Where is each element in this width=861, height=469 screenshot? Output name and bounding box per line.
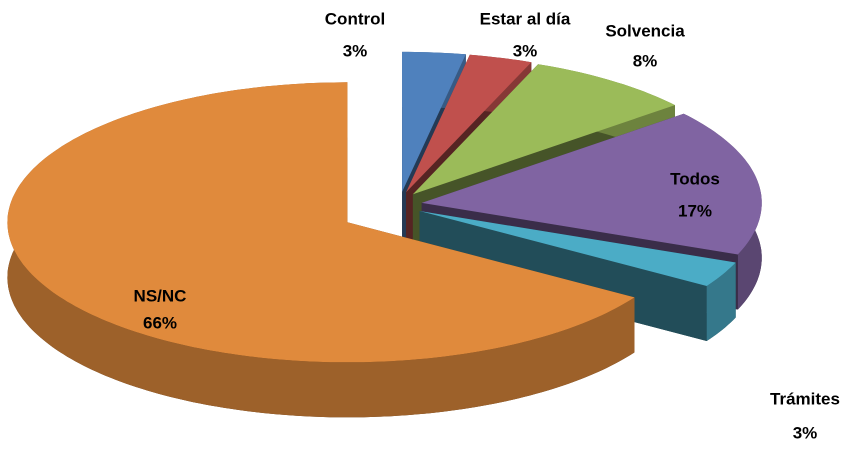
slice-top xyxy=(412,64,675,195)
slice-value-label: 66% xyxy=(143,313,177,332)
slice-value-label: 17% xyxy=(678,201,712,220)
slice-name: Control xyxy=(325,9,385,28)
slice-top xyxy=(7,82,635,363)
slice-name: Trámites xyxy=(770,389,840,408)
slice-wall xyxy=(419,211,707,341)
slice xyxy=(7,82,635,418)
slice-name: Todos xyxy=(670,169,720,188)
slice-value-label: 3% xyxy=(513,41,538,60)
slice-name: NS/NC xyxy=(134,286,187,305)
slice-value-label: 3% xyxy=(343,41,368,60)
slice-top xyxy=(402,51,466,192)
slice-top xyxy=(419,211,736,286)
slice-name: Estar al día xyxy=(480,9,571,28)
slice-value-label: 8% xyxy=(633,51,658,70)
slice-value-label: 3% xyxy=(793,423,818,442)
slice-side xyxy=(706,262,736,341)
slice-top xyxy=(421,113,762,255)
slice-name: Solvencia xyxy=(605,21,685,40)
slice-top xyxy=(406,54,532,193)
